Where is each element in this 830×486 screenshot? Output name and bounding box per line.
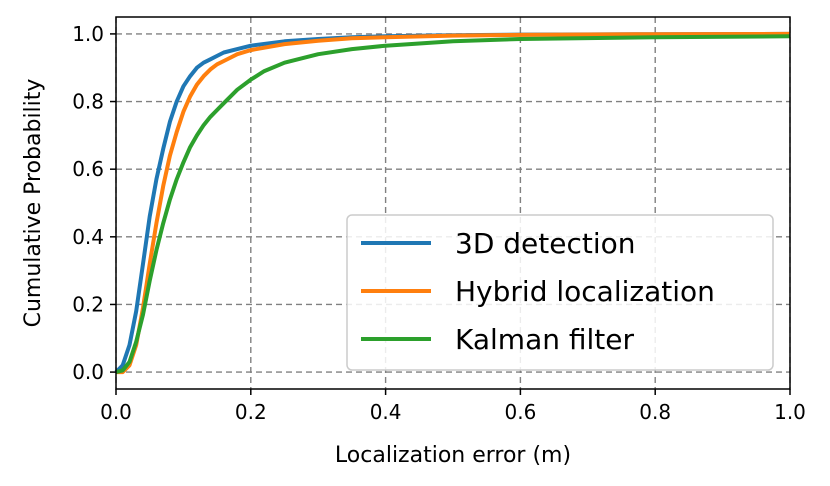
legend-label-0: 3D detection bbox=[455, 227, 636, 260]
x-tick-label-5: 1.0 bbox=[774, 400, 806, 424]
y-tick-label-0: 0.0 bbox=[72, 360, 104, 384]
plot-frame bbox=[115, 16, 791, 390]
y-tick-label-3: 0.6 bbox=[72, 157, 104, 181]
x-tick-label-4: 0.8 bbox=[639, 400, 671, 424]
series-line-2 bbox=[115, 34, 791, 375]
y-tick-label-2: 0.4 bbox=[72, 225, 104, 249]
legend-box bbox=[346, 214, 774, 371]
x-axis-label: Localization error (m) bbox=[335, 443, 571, 468]
tick-layer: 0.0 0.2 0.4 0.6 0.8 1.0 0.0 0.2 0.4 0.6 0.8 1.0 bbox=[72, 22, 806, 424]
legend-label-1: Hybrid localization bbox=[455, 275, 715, 308]
y-tick-label-4: 0.8 bbox=[72, 90, 104, 114]
legend-label-2: Kalman filter bbox=[455, 323, 635, 356]
x-tick-label-0: 0.0 bbox=[100, 400, 132, 424]
legend: 3D detection Hybrid localization Kalman fi… bbox=[346, 214, 774, 371]
series-layer bbox=[114, 31, 791, 375]
y-tick-label-5: 1.0 bbox=[72, 22, 104, 46]
y-tick-label-1: 0.2 bbox=[72, 292, 104, 316]
y-axis-label: Cumulative Probability bbox=[21, 79, 46, 328]
x-tick-label-2: 0.4 bbox=[370, 400, 402, 424]
x-tick-label-3: 0.6 bbox=[504, 400, 536, 424]
x-tick-label-1: 0.2 bbox=[235, 400, 267, 424]
